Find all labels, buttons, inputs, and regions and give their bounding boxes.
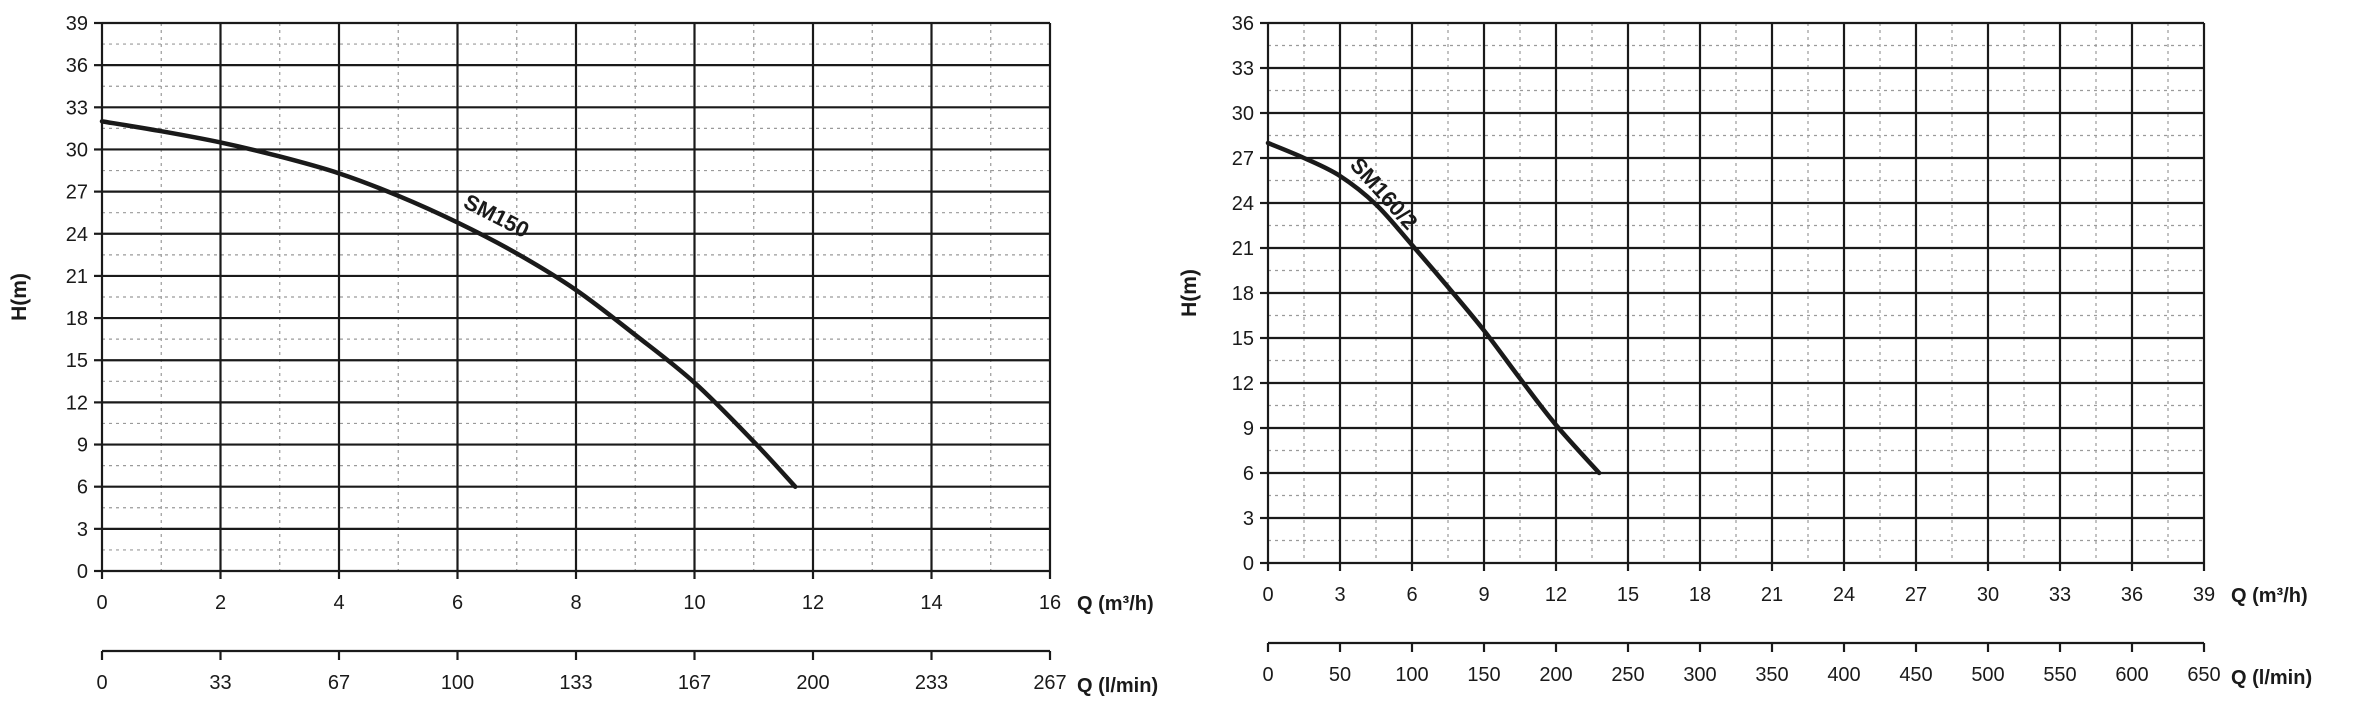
y-tick-label: 12 — [66, 392, 88, 414]
y-tick-label: 33 — [66, 97, 88, 119]
x2-tick-label: 100 — [1395, 664, 1428, 686]
grid — [100, 21, 1052, 573]
x2-tick-label: 300 — [1683, 664, 1716, 686]
x-tick-label: 33 — [2049, 584, 2071, 606]
performance-curve — [1265, 140, 1602, 476]
x2-tick-label: 550 — [2043, 664, 2076, 686]
x2-tick-label: 167 — [678, 672, 711, 694]
y-tick-label: 15 — [1232, 328, 1254, 350]
x-tick-label: 2 — [215, 592, 226, 614]
y-tick-label: 27 — [66, 182, 88, 204]
x2-tick-label: 500 — [1971, 664, 2004, 686]
x2-axis-label: Q (l/min) — [1077, 675, 1158, 697]
x-axis-label: Q (m³/h) — [2231, 585, 2308, 607]
x-tick-label: 3 — [1334, 584, 1345, 606]
x2-tick-label: 67 — [328, 672, 350, 694]
x-tick-label: 10 — [683, 592, 705, 614]
y-tick-label: 0 — [1243, 553, 1254, 575]
x-tick-label: 9 — [1478, 584, 1489, 606]
y-tick-label: 6 — [77, 477, 88, 499]
y-tick-label: 18 — [66, 308, 88, 330]
y-tick-label: 21 — [66, 266, 88, 288]
y-axis-label: H(m) — [1178, 269, 1201, 317]
y-tick-label: 27 — [1232, 148, 1254, 170]
x2-tick-label: 33 — [209, 672, 231, 694]
y-tick-label: 39 — [66, 13, 88, 35]
x2-tick-label: 267 — [1033, 672, 1066, 694]
x-tick-label: 24 — [1833, 584, 1855, 606]
x-tick-label: 0 — [1262, 584, 1273, 606]
x2-tick-label: 200 — [796, 672, 829, 694]
x2-tick-label: 650 — [2187, 664, 2220, 686]
x-tick-label: 18 — [1689, 584, 1711, 606]
x2-tick-label: 0 — [1262, 664, 1273, 686]
y-tick-label: 24 — [66, 224, 88, 246]
x-tick-label: 16 — [1039, 592, 1061, 614]
x-tick-label: 4 — [333, 592, 344, 614]
x-tick-label: 12 — [802, 592, 824, 614]
x2-tick-label: 100 — [441, 672, 474, 694]
x-tick-label: 21 — [1761, 584, 1783, 606]
x2-tick-label: 0 — [96, 672, 107, 694]
x2-tick-label: 350 — [1755, 664, 1788, 686]
x2-tick-label: 250 — [1611, 664, 1644, 686]
x-tick-label: 12 — [1545, 584, 1567, 606]
x2-tick-label: 133 — [559, 672, 592, 694]
y-tick-label: 21 — [1232, 238, 1254, 260]
x-tick-label: 36 — [2121, 584, 2143, 606]
x2-tick-label: 233 — [915, 672, 948, 694]
y-tick-label: 30 — [1232, 103, 1254, 125]
y-tick-label: 15 — [66, 350, 88, 372]
x2-tick-label: 450 — [1899, 664, 1932, 686]
x-tick-label: 27 — [1905, 584, 1927, 606]
y-tick-label: 36 — [1232, 13, 1254, 35]
y-tick-label: 9 — [77, 435, 88, 457]
y-tick-label: 30 — [66, 139, 88, 161]
x-tick-label: 0 — [96, 592, 107, 614]
y-tick-label: 3 — [1243, 508, 1254, 530]
x-axis-label: Q (m³/h) — [1077, 593, 1154, 615]
x2-tick-label: 200 — [1539, 664, 1572, 686]
x2-tick-label: 400 — [1827, 664, 1860, 686]
y-tick-label: 3 — [77, 519, 88, 541]
y-tick-label: 0 — [77, 561, 88, 583]
y-tick-label: 24 — [1232, 193, 1254, 215]
x2-tick-label: 600 — [2115, 664, 2148, 686]
y-tick-label: 12 — [1232, 373, 1254, 395]
y-axis-label: H(m) — [8, 273, 31, 321]
y-tick-label: 18 — [1232, 283, 1254, 305]
performance-curve — [99, 119, 798, 489]
x-tick-label: 15 — [1617, 584, 1639, 606]
grid — [1266, 21, 2206, 565]
x-tick-label: 6 — [1406, 584, 1417, 606]
x-tick-label: 6 — [452, 592, 463, 614]
x2-axis-label: Q (l/min) — [2231, 667, 2312, 689]
x2-tick-label: 150 — [1467, 664, 1500, 686]
y-tick-label: 6 — [1243, 463, 1254, 485]
x-tick-label: 30 — [1977, 584, 1999, 606]
x-tick-label: 8 — [570, 592, 581, 614]
y-tick-label: 9 — [1243, 418, 1254, 440]
x-tick-label: 14 — [920, 592, 942, 614]
y-tick-label: 33 — [1232, 58, 1254, 80]
y-tick-label: 36 — [66, 55, 88, 77]
x2-tick-label: 50 — [1329, 664, 1351, 686]
x-tick-label: 39 — [2193, 584, 2215, 606]
